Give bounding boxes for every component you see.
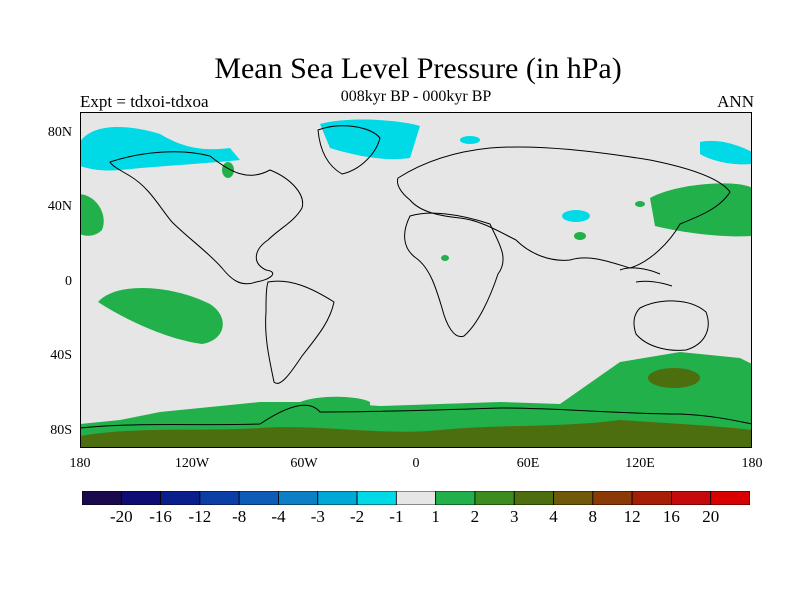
lat-tick-label: 0 xyxy=(65,274,72,289)
colorbar-swatch xyxy=(278,491,319,505)
strong-positive-regions xyxy=(80,368,752,448)
tibet-cyan xyxy=(562,210,590,222)
colorbar-swatch xyxy=(199,491,240,505)
arctic-cyan-east xyxy=(700,140,752,165)
south-pacific-core xyxy=(648,368,700,388)
lon-tick-label: 120W xyxy=(174,456,210,471)
colorbar-swatch xyxy=(317,491,358,505)
colorbar-swatch xyxy=(120,491,161,505)
colorbar-swatch xyxy=(710,491,750,505)
lon-tick-label: 0 xyxy=(412,456,420,471)
colorbar-label: -2 xyxy=(350,507,365,526)
eurasia-coast xyxy=(397,146,731,269)
colorbar-svg xyxy=(82,491,750,505)
colorbar-label: 1 xyxy=(431,507,440,526)
south-atlantic-patch xyxy=(300,396,370,412)
colorbar-swatch xyxy=(238,491,279,505)
period-label: 008kyr BP - 000kyr BP xyxy=(340,88,492,105)
colorbar-swatch xyxy=(82,491,122,505)
colorbar-swatch xyxy=(395,491,437,505)
lat-tick-label: 40N xyxy=(47,199,72,214)
map-panel xyxy=(80,112,752,448)
antarctic-core xyxy=(80,420,752,448)
south-pacific-patch xyxy=(98,287,223,344)
colorbar-swatch xyxy=(513,491,554,505)
colorbar xyxy=(82,491,750,505)
lon-tick-label: 180 xyxy=(69,456,91,471)
colorbar-label: 20 xyxy=(702,507,720,526)
negative-anomaly-regions xyxy=(80,119,752,222)
lon-tick-label: 60W xyxy=(290,456,318,471)
east-pacific-west-patch xyxy=(80,194,104,236)
season-label: ANN xyxy=(717,92,754,111)
greenland-patch xyxy=(222,162,234,178)
africa-patch xyxy=(441,255,449,261)
lon-tick-label: 60E xyxy=(516,456,540,471)
tibet-patch xyxy=(574,232,586,240)
colorbar-label: -4 xyxy=(271,507,286,526)
siberia-cyan xyxy=(460,136,480,144)
arctic-cyan-west xyxy=(80,127,240,171)
colorbar-swatch xyxy=(160,491,201,505)
japan-patch xyxy=(635,201,645,207)
colorbar-swatch xyxy=(592,491,633,505)
antarctica-coast xyxy=(80,404,752,429)
colorbar-label: 12 xyxy=(623,507,641,526)
colorbar-label: -8 xyxy=(232,507,247,526)
colorbar-label: 3 xyxy=(509,507,519,526)
lat-tick-label: 80S xyxy=(50,423,72,438)
colorbar-label: 2 xyxy=(470,507,480,526)
lon-tick-label: 120E xyxy=(625,456,655,471)
colorbar-label: -1 xyxy=(389,507,404,526)
indonesia-coast xyxy=(619,267,673,287)
greenland-coast xyxy=(317,125,381,175)
colorbar-label: -12 xyxy=(188,507,212,526)
south-america-coast xyxy=(265,280,335,384)
africa-coast xyxy=(404,212,504,338)
colorbar-swatch xyxy=(671,491,712,505)
colorbar-label: -16 xyxy=(149,507,172,526)
colorbar-label: -20 xyxy=(109,507,133,526)
coastlines xyxy=(80,125,752,429)
colorbar-swatch xyxy=(474,491,515,505)
north-america-coast xyxy=(109,151,304,285)
pressure-map xyxy=(80,112,752,448)
experiment-label: Expt = tdxoi-tdxoa xyxy=(80,92,209,111)
colorbar-swatch xyxy=(631,491,672,505)
colorbar-label: 16 xyxy=(662,507,680,526)
colorbar-swatch xyxy=(553,491,594,505)
colorbar-swatch xyxy=(356,491,397,505)
lat-tick-label: 40S xyxy=(50,348,72,363)
colorbar-swatch xyxy=(435,491,476,505)
lat-tick-label: 80N xyxy=(47,125,72,140)
colorbar-label: 8 xyxy=(588,507,598,526)
colorbar-label: 4 xyxy=(549,507,558,526)
colorbar-label: -3 xyxy=(310,507,325,526)
australia-coast xyxy=(633,300,709,351)
lon-tick-label: 180 xyxy=(741,456,763,471)
map-border xyxy=(80,112,752,448)
map-title: Mean Sea Level Pressure (in hPa) xyxy=(214,52,622,85)
arctic-cyan-central xyxy=(320,119,420,160)
